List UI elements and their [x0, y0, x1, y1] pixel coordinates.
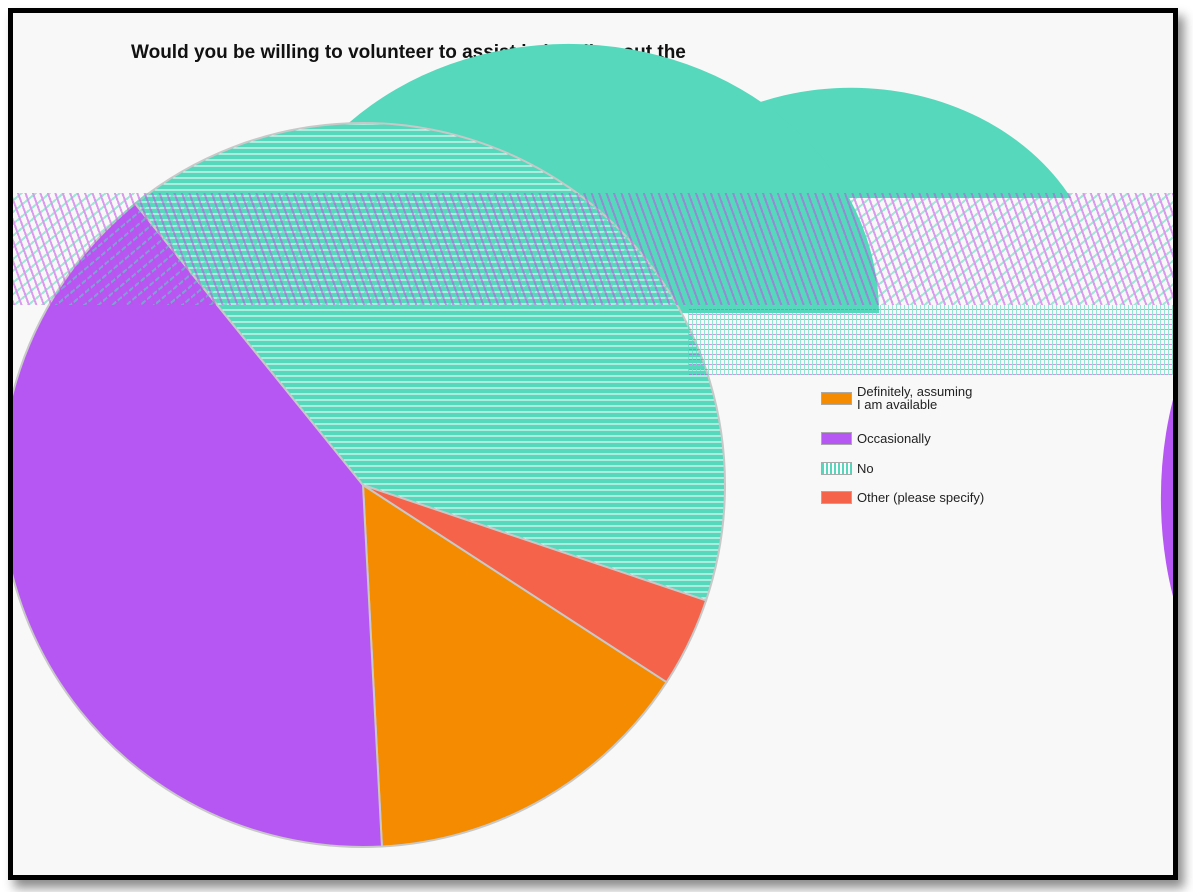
legend-item-no: No: [821, 462, 874, 475]
legend-swatch-definitely: [821, 391, 852, 405]
legend-swatch-other: [821, 491, 852, 504]
legend-label-definitely: Definitely, assuming I am available: [857, 384, 973, 412]
legend-item-other: Other (please specify): [821, 491, 984, 504]
legend-label-occasionally: Occasionally: [857, 431, 931, 446]
legend-swatch-occasionally: [821, 432, 852, 445]
chart-frame: Would you be willing to volunteer to ass…: [8, 8, 1178, 880]
pie-chart: [13, 43, 1173, 848]
slice-definitely: [361, 483, 668, 848]
slice-other: [362, 484, 708, 684]
rendering-noise-band: [13, 193, 1173, 305]
legend-label-no: No: [857, 461, 874, 476]
legend-item-definitely: Definitely, assuming I am available: [821, 385, 972, 411]
ghost-pie-right: [1160, 399, 1173, 597]
rendering-noise-band: [688, 305, 1173, 375]
legend-label-other: Other (please specify): [857, 490, 985, 505]
legend-item-occasionally: Occasionally: [821, 432, 931, 445]
legend-swatch-no: [821, 462, 852, 475]
